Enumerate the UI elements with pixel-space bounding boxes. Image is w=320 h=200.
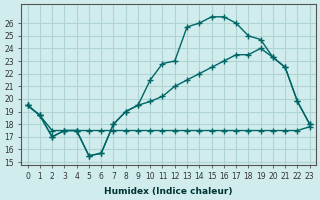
X-axis label: Humidex (Indice chaleur): Humidex (Indice chaleur) [104, 187, 233, 196]
